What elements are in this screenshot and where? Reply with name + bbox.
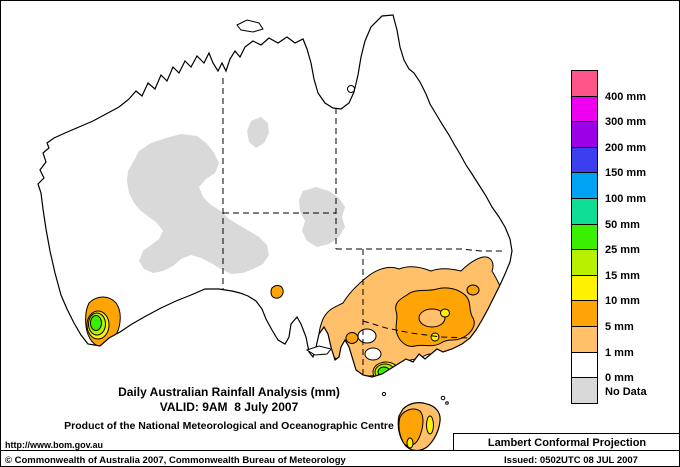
legend-label: 150 mm xyxy=(605,167,646,180)
legend-swatch xyxy=(571,377,598,404)
rain-spot-10mm xyxy=(428,367,434,373)
map-title: Daily Australian Rainfall Analysis (mm) xyxy=(118,385,340,399)
legend-swatch xyxy=(571,70,598,97)
legend-label: 100 mm xyxy=(605,193,646,205)
legend-swatch xyxy=(571,121,598,148)
map-frame-line xyxy=(1,450,679,451)
legend-swatch xyxy=(571,249,598,276)
legend-label: 200 mm xyxy=(605,141,646,154)
legend-swatch xyxy=(571,326,598,353)
rain-spot-10mm xyxy=(440,308,450,318)
islands xyxy=(236,19,449,405)
legend-label: 25 mm xyxy=(605,244,640,257)
rain-hole-1mm xyxy=(418,308,446,328)
flinders-island xyxy=(440,395,446,401)
rain-spot-5mm xyxy=(345,332,359,344)
flinders-island xyxy=(445,401,449,405)
legend-label: No Data xyxy=(605,386,647,398)
copyright-text: © Commonwealth of Australia 2007, Common… xyxy=(5,455,346,466)
issued-text: Issued: 0502UTC 08 JUL 2007 xyxy=(504,455,638,466)
australia-map xyxy=(37,14,513,451)
rainfall-legend: 400 mm 300 mm 200 mm 150 mm 100 mm 50 mm 25 mm… xyxy=(571,70,679,410)
legend-label: 0 mm xyxy=(605,372,634,385)
tasmania-rain-10mm xyxy=(426,415,434,435)
legend-swatch xyxy=(571,274,598,302)
valid-datetime: VALID: 9AM 8 July 2007 xyxy=(159,400,299,414)
legend-label: 1 mm xyxy=(605,346,634,359)
rain-spot-10mm xyxy=(430,332,440,342)
projection-label: Lambert Conformal Projection xyxy=(487,436,647,449)
tasmania-rain-10mm xyxy=(406,437,414,449)
king-island xyxy=(381,391,387,397)
kangaroo-island xyxy=(305,345,332,356)
rain-region-swwa-25mm xyxy=(90,315,102,331)
tasmania-rain-5mm xyxy=(398,408,424,447)
projection-box: Lambert Conformal Projection xyxy=(453,433,679,451)
bom-url: http://www.bom.gov.au xyxy=(5,440,103,450)
legend-swatch xyxy=(571,198,598,225)
rain-hole-0mm xyxy=(364,347,382,361)
legend-label: 50 mm xyxy=(605,218,640,231)
no-data-region-wa xyxy=(127,134,269,274)
legend-label: 300 mm xyxy=(605,116,646,129)
groote-island xyxy=(347,85,355,93)
melville-island xyxy=(236,19,264,33)
rain-region-gippsland-5mm xyxy=(411,359,451,377)
legend-label: 15 mm xyxy=(605,269,640,282)
product-line: Product of the National Meteorological a… xyxy=(64,420,394,432)
legend-label: 5 mm xyxy=(605,321,634,333)
legend-swatch xyxy=(571,223,598,251)
rain-spot-5mm xyxy=(466,284,480,296)
legend-swatch xyxy=(571,300,598,327)
rain-spot-bight-5mm xyxy=(270,285,284,299)
legend-label: 10 mm xyxy=(605,295,640,308)
no-data-region-sa xyxy=(299,187,345,247)
legend-swatch xyxy=(571,172,598,199)
rain-spot-10mm xyxy=(447,365,455,373)
legend-swatch xyxy=(571,351,598,379)
legend-swatch xyxy=(571,95,598,123)
state-borders xyxy=(222,78,506,374)
legend-swatch xyxy=(571,146,598,174)
rain-hole-0mm xyxy=(357,328,377,344)
rain-bullseye-vic-25mm xyxy=(377,366,391,377)
legend-label: 400 mm xyxy=(605,90,646,103)
no-data-region-nt xyxy=(247,117,269,148)
title-block: Daily Australian Rainfall Analysis (mm) … xyxy=(51,385,407,432)
